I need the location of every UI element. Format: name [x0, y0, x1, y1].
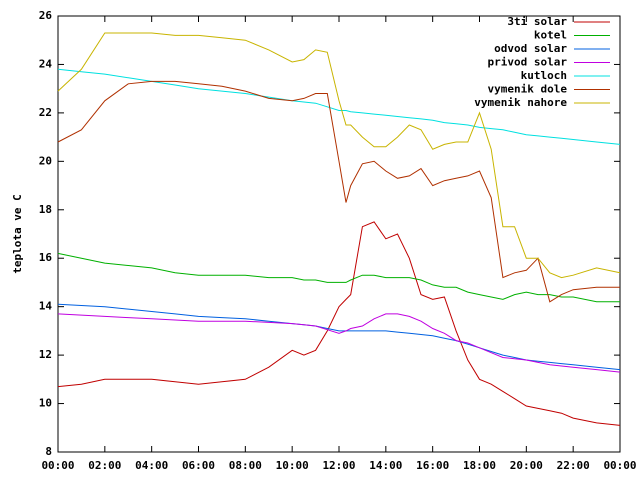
- legend-label: kotel: [534, 29, 567, 42]
- legend-label: vymenik dole: [488, 83, 568, 96]
- y-tick-label: 18: [39, 203, 52, 216]
- y-tick-label: 12: [39, 348, 52, 361]
- x-tick-label: 20:00: [510, 459, 543, 472]
- y-tick-label: 24: [39, 57, 53, 70]
- x-tick-label: 16:00: [416, 459, 449, 472]
- x-tick-label: 12:00: [322, 459, 355, 472]
- y-tick-label: 22: [39, 106, 52, 119]
- x-tick-label: 00:00: [41, 459, 74, 472]
- x-tick-label: 06:00: [182, 459, 215, 472]
- x-tick-label: 18:00: [463, 459, 496, 472]
- x-tick-label: 14:00: [369, 459, 402, 472]
- series-line: [57, 80, 620, 303]
- x-tick-label: 22:00: [557, 459, 590, 472]
- y-tick-label: 20: [39, 154, 52, 167]
- y-tick-label: 10: [39, 397, 52, 410]
- legend-label: vymenik nahore: [474, 96, 567, 109]
- x-tick-label: 04:00: [135, 459, 168, 472]
- y-tick-label: 16: [39, 251, 53, 264]
- x-tick-label: 02:00: [88, 459, 121, 472]
- series-line: [57, 252, 620, 303]
- series-line: [57, 221, 621, 426]
- legend-label: privod solar: [488, 56, 568, 69]
- y-tick-label: 14: [39, 300, 53, 313]
- y-axis-label: teplota ve C: [11, 194, 24, 273]
- x-tick-label: 08:00: [229, 459, 262, 472]
- y-tick-label: 26: [39, 9, 53, 22]
- legend-label: odvod solar: [494, 42, 567, 55]
- series-line: [57, 32, 621, 279]
- y-tick-label: 8: [45, 445, 52, 458]
- series-line: [57, 68, 621, 145]
- x-tick-label: 00:00: [603, 459, 636, 472]
- legend-label: 3ti solar: [507, 15, 567, 28]
- x-tick-label: 10:00: [276, 459, 309, 472]
- legend-label: kutloch: [521, 69, 567, 82]
- series-line: [57, 313, 621, 373]
